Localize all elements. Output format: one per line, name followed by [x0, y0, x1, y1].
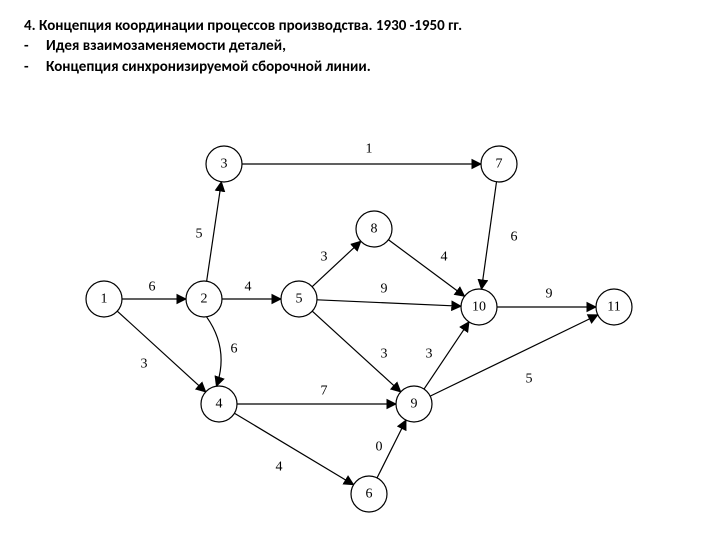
bullet-marker: - [24, 57, 46, 77]
edge-label: 4 [441, 249, 448, 264]
edge [207, 317, 222, 386]
edge-label: 3 [426, 346, 433, 361]
graph-node-label: 2 [201, 291, 208, 306]
edge [117, 311, 205, 392]
heading-bullet-1: -Концепция синхронизируемой сборочной ли… [24, 57, 696, 77]
graph-node-label: 7 [496, 156, 503, 171]
edge-label: 0 [376, 439, 383, 454]
graph-node-label: 9 [411, 396, 418, 411]
bullet-text-0: Идея взаимозаменяемости деталей, [46, 37, 286, 55]
edge [317, 300, 461, 306]
edge [234, 413, 353, 484]
bullet-text-1: Концепция синхронизируемой сборочной лин… [46, 58, 371, 76]
edge-label: 4 [245, 279, 252, 294]
edge-label: 4 [276, 459, 283, 474]
graph-node-label: 3 [221, 156, 228, 171]
edge-label: 9 [381, 281, 388, 296]
graph-node-label: 11 [607, 299, 620, 314]
graph-node-label: 8 [371, 221, 378, 236]
graph-node-label: 5 [296, 291, 303, 306]
edge-label: 3 [381, 346, 388, 361]
heading-block: 4. Концепция координации процессов произ… [24, 16, 696, 77]
bullet-marker: - [24, 36, 46, 56]
graph-node-label: 6 [366, 486, 373, 501]
graph-container: 6 5 1 4 6 3 3 4 9 6 7 3 3 9 5 4 0 1 2 3 5 4 8 7 10 9 6 11 [24, 89, 696, 519]
edge-label: 5 [196, 226, 203, 241]
graph-node-label: 1 [101, 291, 108, 306]
edge-label: 6 [149, 279, 156, 294]
edge [388, 239, 464, 296]
edges-group: 6 5 1 4 6 3 3 4 9 6 7 3 3 9 5 4 0 [117, 141, 598, 484]
edge-label: 7 [321, 383, 328, 398]
edge [481, 182, 496, 289]
heading-bullet-0: -Идея взаимозаменяемости деталей, [24, 36, 696, 56]
edge-label: 3 [141, 356, 148, 371]
edge-label: 6 [231, 341, 238, 356]
heading-title: 4. Концепция координации процессов произ… [24, 16, 696, 36]
nodes-group: 1 2 3 5 4 8 7 10 9 6 11 [86, 146, 632, 512]
network-graph: 6 5 1 4 6 3 3 4 9 6 7 3 3 9 5 4 0 1 2 3 5 4 8 7 10 9 6 11 [24, 89, 696, 519]
edge [207, 182, 222, 281]
edge-label: 3 [321, 249, 328, 264]
edge-label: 5 [526, 371, 533, 386]
edge-label: 6 [511, 229, 518, 244]
edge-label: 9 [546, 286, 553, 301]
graph-node-label: 10 [472, 299, 486, 314]
edge-label: 1 [366, 141, 373, 156]
edge [312, 241, 361, 286]
graph-node-label: 4 [216, 396, 223, 411]
edge [430, 315, 598, 396]
